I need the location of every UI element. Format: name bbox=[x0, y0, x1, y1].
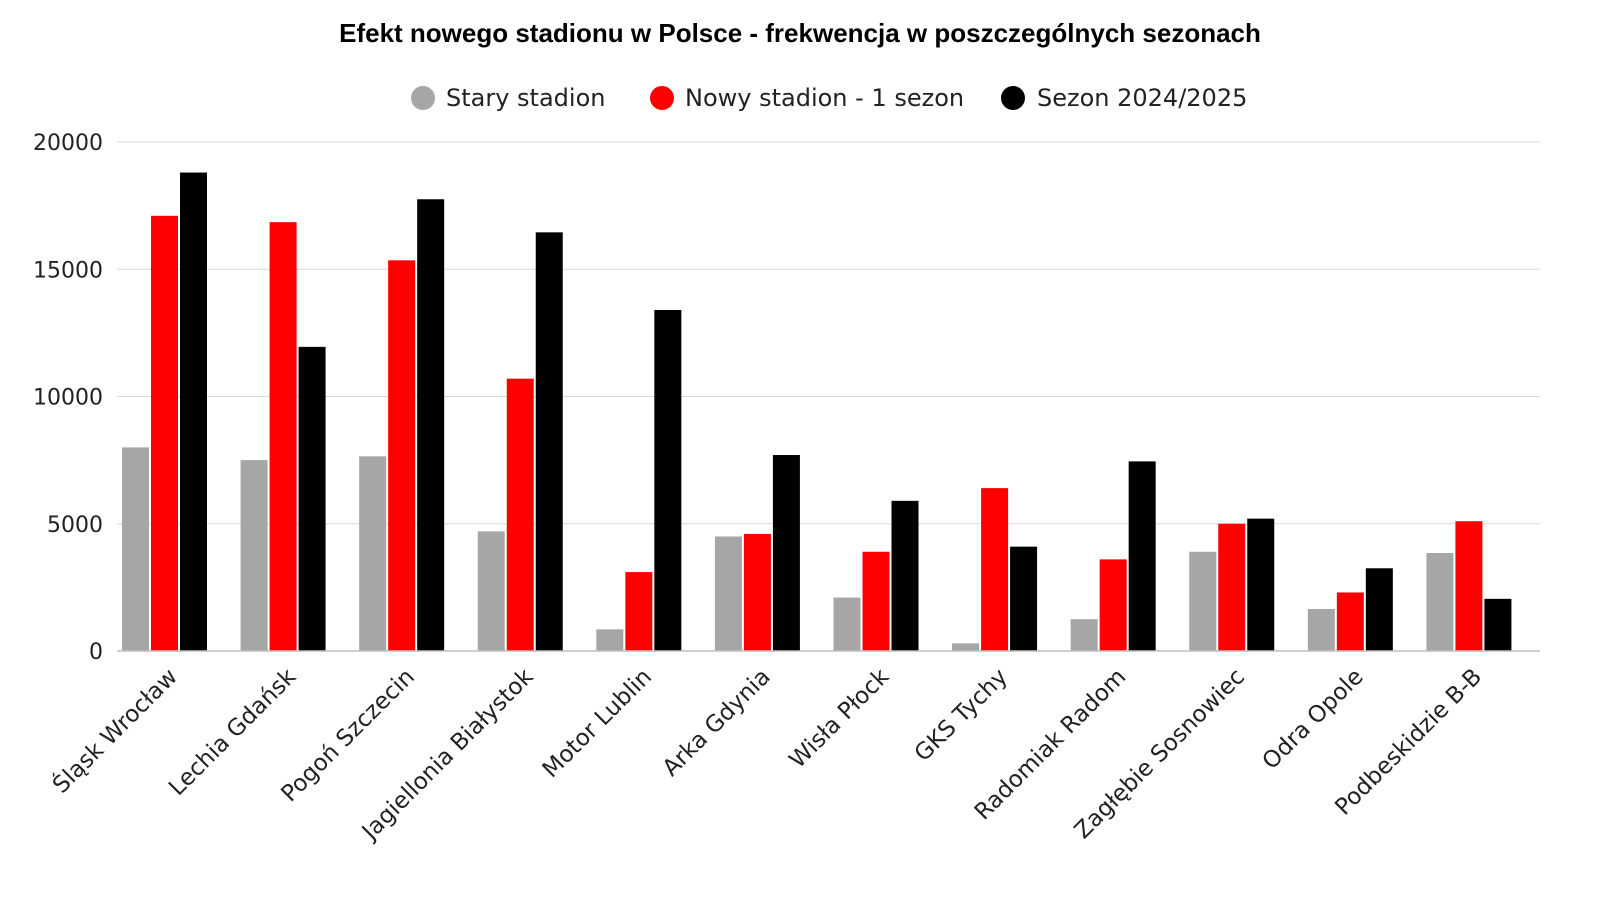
legend-marker-1 bbox=[650, 86, 674, 110]
x-category-label: Wisła Płock bbox=[785, 663, 895, 773]
bar-3-0 bbox=[477, 531, 505, 651]
legend-label-0: Stary stadion bbox=[446, 84, 605, 112]
y-tick-label: 15000 bbox=[33, 258, 103, 283]
bar-9-0 bbox=[1189, 551, 1217, 651]
bar-9-2 bbox=[1247, 518, 1275, 651]
y-tick-label: 10000 bbox=[33, 386, 103, 411]
bar-11-1 bbox=[1455, 521, 1483, 651]
bar-2-0 bbox=[359, 456, 387, 651]
bar-2-2 bbox=[417, 199, 445, 651]
chart-title: Efekt nowego stadionu w Polsce - frekwen… bbox=[339, 18, 1261, 48]
x-category-label: GKS Tychy bbox=[910, 664, 1013, 767]
y-tick-label: 20000 bbox=[33, 131, 103, 156]
bar-5-2 bbox=[772, 455, 800, 651]
bar-3-2 bbox=[535, 232, 563, 651]
bar-10-0 bbox=[1307, 609, 1335, 651]
x-category-label: Arka Gdynia bbox=[658, 664, 776, 782]
bar-8-1 bbox=[1099, 559, 1127, 651]
bar-11-0 bbox=[1426, 553, 1454, 651]
bar-8-2 bbox=[1128, 461, 1156, 651]
x-category-label: Odra Opole bbox=[1258, 664, 1369, 775]
bar-6-0 bbox=[833, 597, 861, 651]
x-category-label: Motor Lublin bbox=[538, 664, 657, 783]
bar-0-2 bbox=[180, 172, 207, 652]
bar-6-2 bbox=[891, 500, 919, 651]
x-category-label: Śląsk Wrocław bbox=[47, 662, 183, 798]
bar-9-1 bbox=[1218, 523, 1246, 651]
bar-5-1 bbox=[743, 533, 771, 651]
legend-marker-0 bbox=[411, 86, 435, 110]
legend: Stary stadion Nowy stadion - 1 sezon Sezon… bbox=[411, 84, 1247, 112]
y-tick-label: 5000 bbox=[47, 513, 103, 538]
bar-4-1 bbox=[625, 572, 653, 651]
bar-8-0 bbox=[1070, 619, 1098, 651]
legend-marker-2 bbox=[1001, 86, 1025, 110]
bar-5-0 bbox=[714, 536, 742, 651]
bar-7-2 bbox=[1010, 546, 1038, 651]
x-category-label: Lechia Gdańsk bbox=[164, 663, 302, 801]
bar-10-1 bbox=[1336, 592, 1364, 651]
bar-0-1 bbox=[151, 215, 178, 651]
bar-1-2 bbox=[298, 346, 326, 651]
bar-7-0 bbox=[952, 643, 980, 651]
bar-11-2 bbox=[1484, 598, 1512, 651]
bar-6-1 bbox=[862, 551, 890, 651]
bar-7-1 bbox=[981, 488, 1009, 651]
bar-0-0 bbox=[122, 447, 149, 651]
bar-1-1 bbox=[269, 222, 297, 652]
bars bbox=[122, 172, 1512, 652]
bar-4-2 bbox=[654, 309, 682, 651]
bar-2-1 bbox=[388, 260, 416, 651]
y-axis: 0 5000 10000 15000 20000 bbox=[33, 131, 103, 665]
legend-label-2: Sezon 2024/2025 bbox=[1037, 84, 1247, 112]
bar-10-2 bbox=[1365, 568, 1393, 651]
y-tick-label: 0 bbox=[89, 640, 103, 665]
gridlines bbox=[117, 141, 1540, 525]
legend-label-1: Nowy stadion - 1 sezon bbox=[685, 84, 964, 112]
bar-1-0 bbox=[240, 460, 268, 651]
bar-3-1 bbox=[506, 378, 534, 651]
bar-4-0 bbox=[596, 629, 624, 651]
